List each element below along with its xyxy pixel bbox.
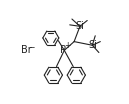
Text: Br: Br [21,45,31,55]
Text: P: P [60,45,66,55]
Text: +: + [64,41,71,50]
Text: Si: Si [88,40,97,50]
Text: −: − [28,43,35,52]
Text: Si: Si [75,21,84,31]
